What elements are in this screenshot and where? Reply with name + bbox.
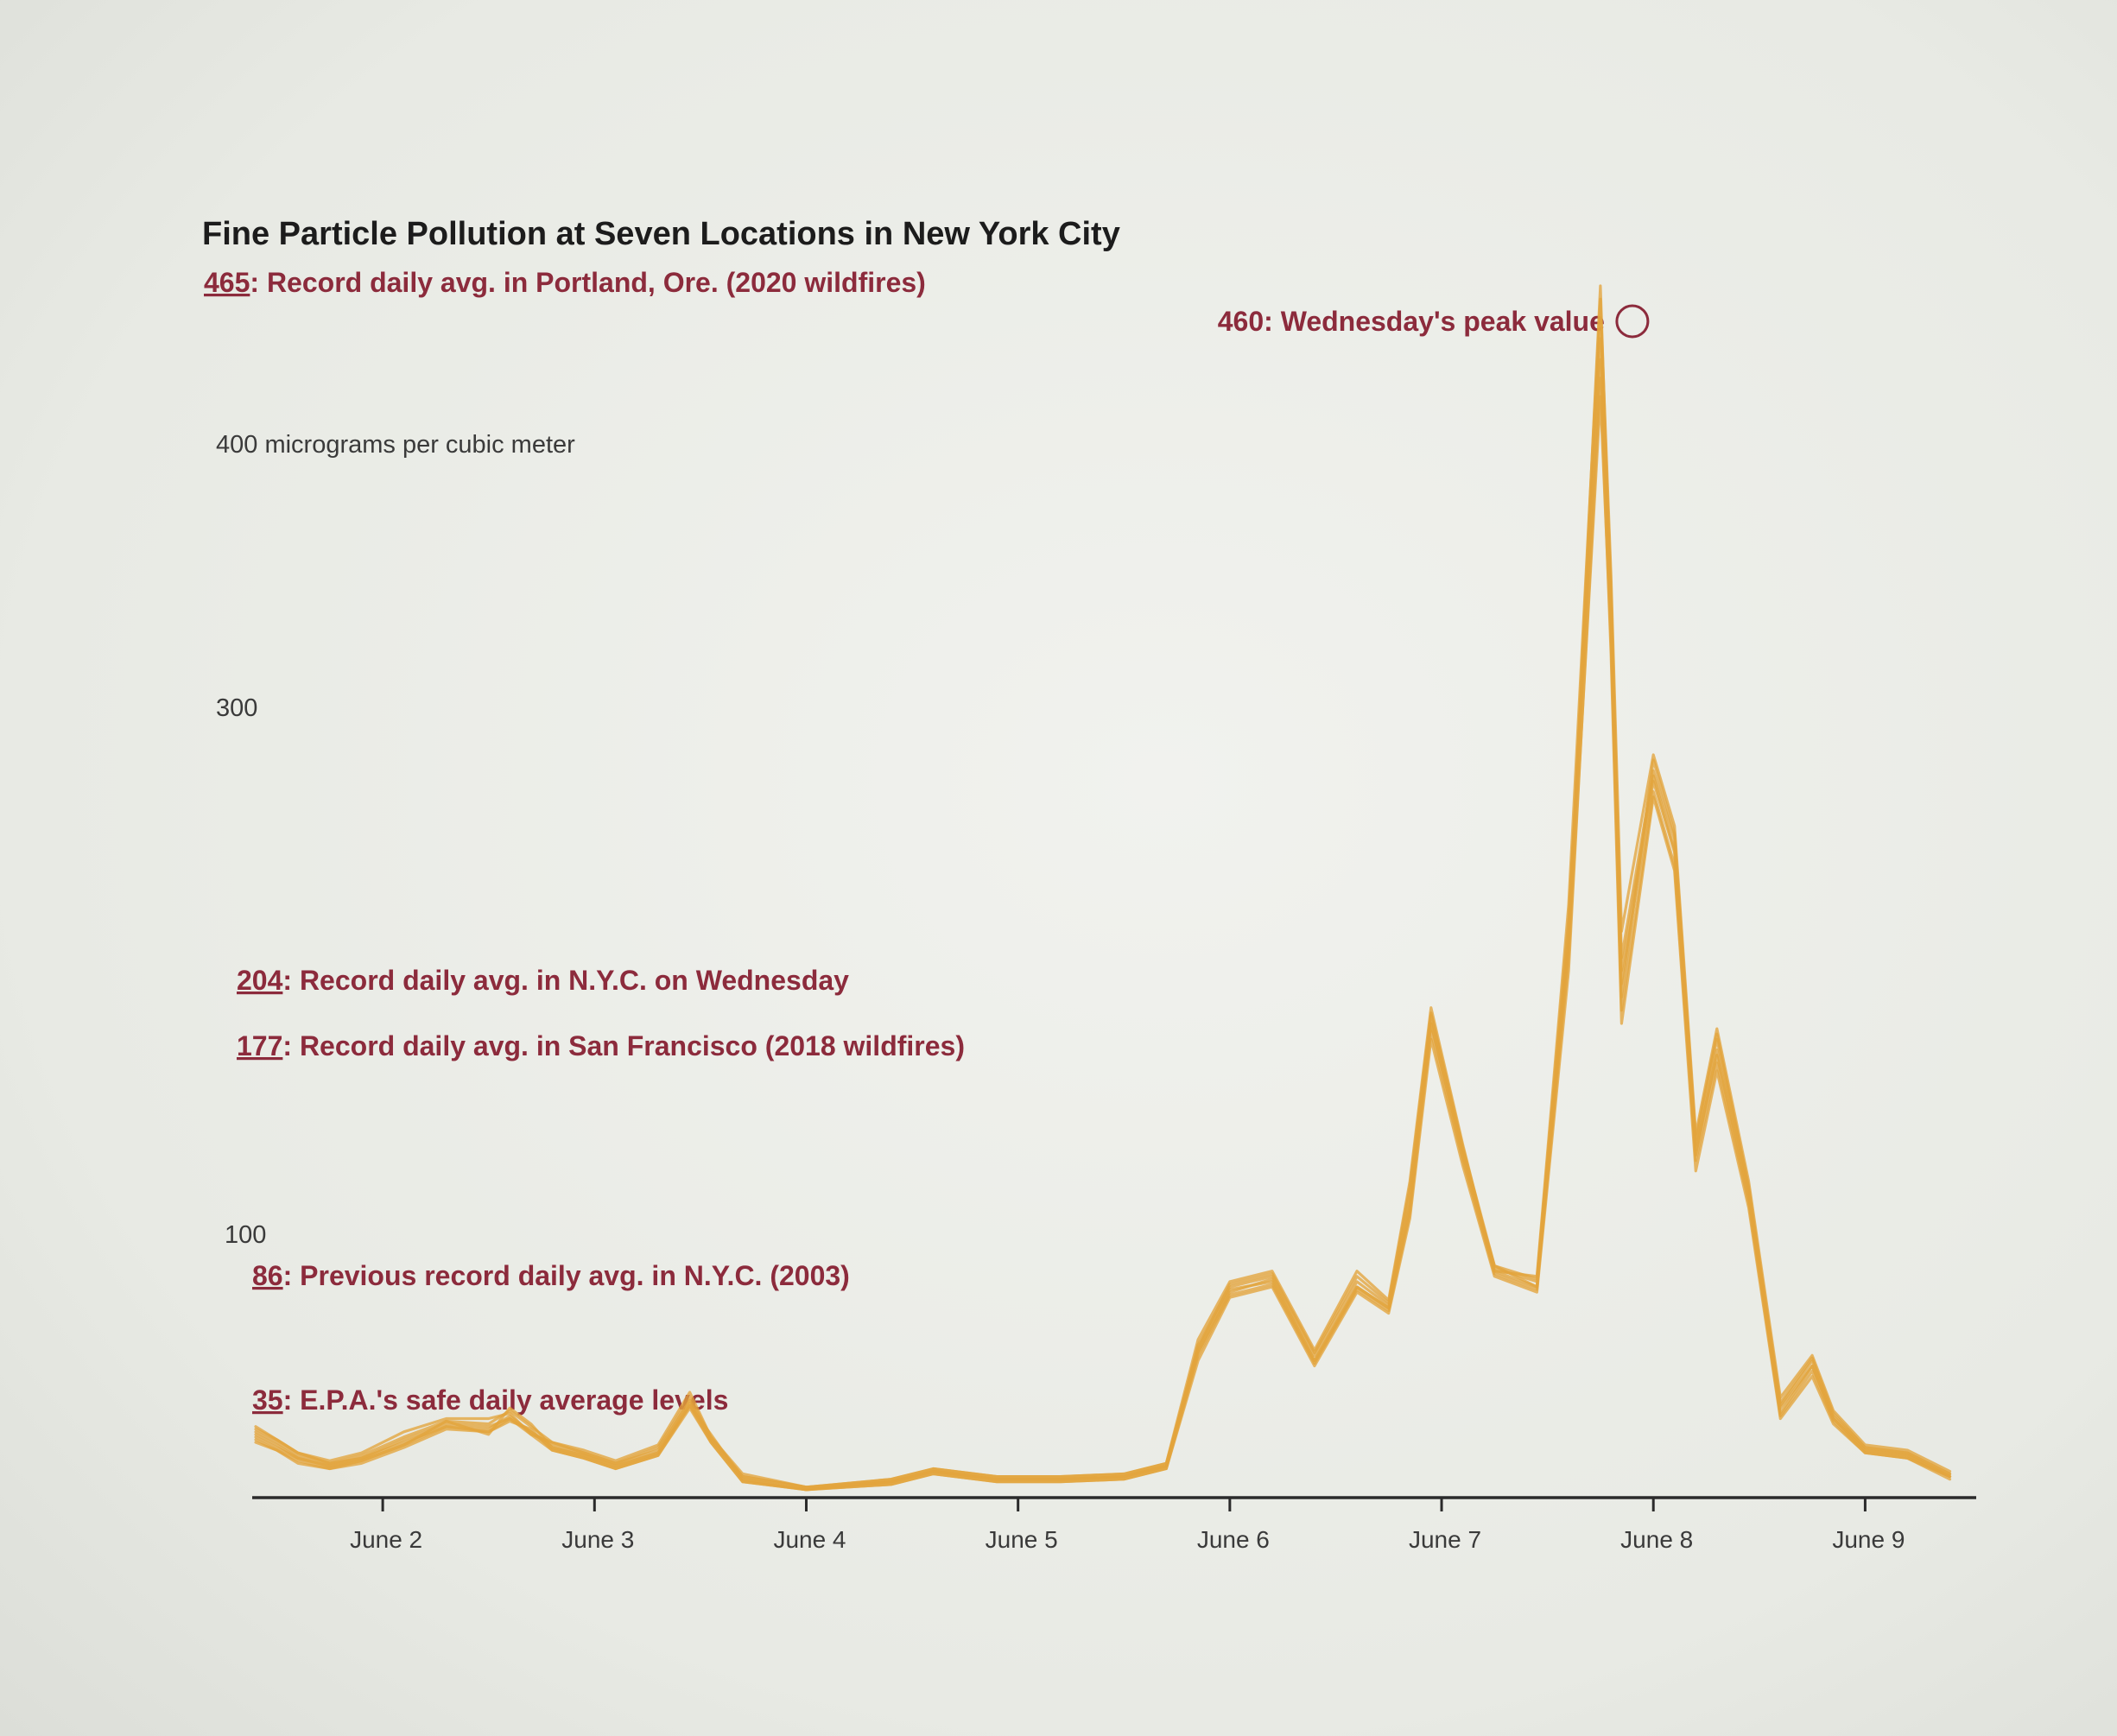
- reference-text-204: : Record daily avg. in N.Y.C. on Wednesd…: [282, 965, 849, 996]
- annotation-layer: 400 micrograms per cubic meter 300 100 465:…: [204, 267, 1650, 1416]
- reference-text-465: : Record daily avg. in Portland, Ore. (2…: [250, 267, 925, 298]
- reference-annotation-35: 35: E.P.A.'s safe daily average levels: [252, 1384, 728, 1416]
- y-tick-label-100: 100: [225, 1221, 266, 1249]
- reference-text-177: : Record daily avg. in San Francisco (20…: [282, 1030, 965, 1061]
- reference-annotation-465: 465: Record daily avg. in Portland, Ore.…: [204, 267, 926, 298]
- reference-value-204: 204: [237, 965, 283, 996]
- reference-annotation-177: 177: Record daily avg. in San Francisco …: [237, 1030, 965, 1061]
- reference-text-35: : E.P.A.'s safe daily average levels: [283, 1384, 729, 1416]
- chart-title: Fine Particle Pollution at Seven Locatio…: [202, 216, 1120, 252]
- x-tick-label-4: June 5: [986, 1526, 1058, 1553]
- series-layer: [254, 284, 1952, 1492]
- series-line-1: [254, 337, 1952, 1492]
- series-line-7: [254, 395, 1952, 1492]
- reference-value-35: 35: [252, 1384, 283, 1416]
- y-tick-label-400: 400 micrograms per cubic meter: [216, 431, 575, 459]
- x-tick-label-7: June 8: [1620, 1526, 1693, 1553]
- series-line-3: [254, 377, 1952, 1492]
- peak-annotation-label: 460: Wednesday's peak value: [1218, 306, 1605, 337]
- x-tick-label-8: June 9: [1832, 1526, 1905, 1553]
- reference-annotation-204: 204: Record daily avg. in N.Y.C. on Wedn…: [237, 965, 849, 996]
- peak-marker-circle: [1615, 304, 1650, 339]
- x-tick-label-5: June 6: [1197, 1526, 1270, 1553]
- reference-text-86: : Previous record daily avg. in N.Y.C. (…: [283, 1260, 850, 1291]
- series-line-5: [254, 284, 1952, 1492]
- series-line-2: [254, 297, 1952, 1489]
- x-tick-label-3: June 4: [773, 1526, 846, 1553]
- reference-value-177: 177: [237, 1030, 282, 1061]
- reference-annotation-86: 86: Previous record daily avg. in N.Y.C.…: [252, 1260, 850, 1291]
- series-line-6: [254, 358, 1952, 1489]
- reference-value-465: 465: [204, 267, 250, 298]
- x-tick-label-2: June 3: [561, 1526, 634, 1553]
- x-tick-label-1: June 2: [350, 1526, 422, 1553]
- reference-value-86: 86: [252, 1260, 283, 1291]
- x-axis: June 2 June 3 June 4 June 5 June 6 June 7 June…: [252, 1496, 1976, 1553]
- series-line-4: [254, 316, 1952, 1489]
- x-tick-label-6: June 7: [1409, 1526, 1481, 1553]
- y-tick-label-300: 300: [216, 694, 257, 722]
